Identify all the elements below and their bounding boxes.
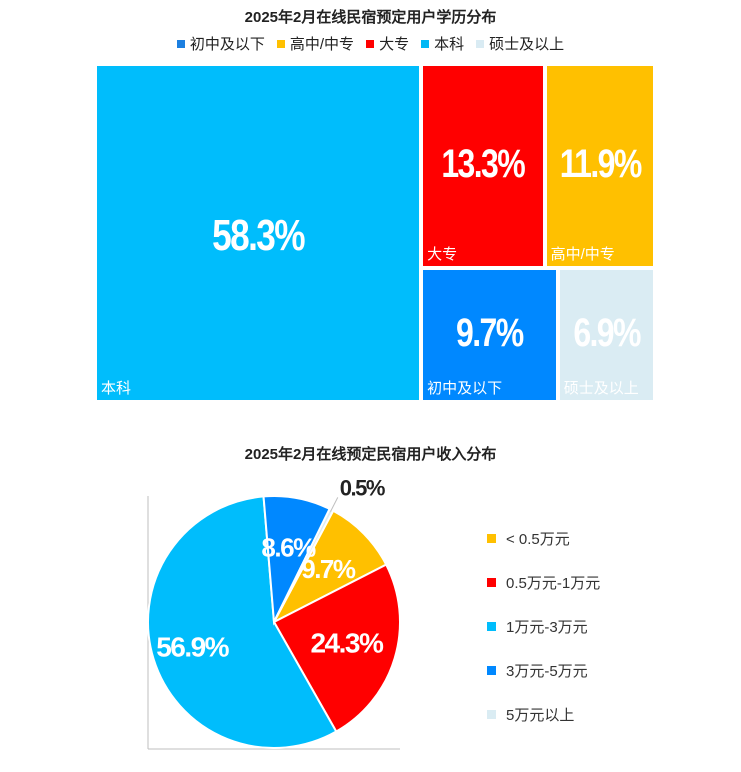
legend-item-master-above: 硕士及以上: [476, 33, 564, 54]
treemap-value-label: 6.9%: [573, 310, 641, 355]
treemap-value-label: 11.9%: [559, 141, 642, 186]
legend-swatch: [487, 533, 496, 543]
treemap-category-label: 高中/中专: [550, 245, 615, 263]
pie-legend-item: 1万元-3万元: [487, 604, 600, 648]
treemap-tile: 6.9% 硕士及以上: [557, 267, 655, 402]
legend-label: 本科: [434, 36, 465, 53]
pie-legend: < 0.5万元 0.5万元-1万元 1万元-3万元 3万元-5万元 5万元以上: [487, 516, 600, 736]
pie-value-label: 9.7%: [301, 554, 356, 584]
treemap-value-label: 9.7%: [456, 310, 524, 355]
legend-item-junior-high: 初中及以下: [176, 33, 265, 54]
treemap-category-label: 初中及以下: [427, 379, 503, 397]
pie-legend-item: 0.5万元-1万元: [487, 560, 600, 604]
pie-chart: 9.7%24.3%56.9%8.6%0.5%: [147, 475, 401, 750]
treemap-tile: 11.9% 高中/中专: [544, 64, 655, 268]
pie-legend-item: 5万元以上: [487, 692, 600, 736]
legend-swatch: [487, 621, 496, 631]
treemap-category-label: 硕士及以上: [563, 379, 639, 397]
legend-swatch: [487, 577, 496, 587]
treemap-legend: 初中及以下 高中/中专 大专 本科 硕士及以上: [0, 33, 741, 54]
treemap-value-label: 13.3%: [441, 141, 525, 186]
legend-label: 大专: [379, 36, 410, 53]
pie-legend-item: 3万元-5万元: [487, 648, 600, 692]
pie-title: 2025年2月在线预定民宿用户收入分布: [244, 446, 497, 463]
legend-label: 初中及以下: [189, 36, 265, 53]
treemap-value-label: 58.3%: [212, 210, 305, 260]
pie-value-label: 56.9%: [156, 631, 229, 662]
legend-swatch: [366, 39, 375, 48]
legend-label: 硕士及以上: [489, 36, 565, 53]
pie-slice: [272, 563, 401, 733]
pie-value-label: 0.5%: [340, 475, 385, 500]
legend-swatch: [276, 39, 285, 48]
legend-label: 5万元以上: [506, 706, 575, 724]
pie-slice: [147, 495, 338, 749]
treemap-tile: 13.3% 大专: [421, 64, 545, 268]
treemap-tile: 58.3% 本科: [95, 64, 422, 402]
pie-leader-line: [330, 497, 339, 512]
legend-item-college: 大专: [366, 33, 409, 54]
legend-label: 0.5万元-1万元: [506, 574, 601, 592]
legend-swatch: [421, 39, 430, 48]
legend-swatch: [176, 39, 185, 48]
treemap-title: 2025年2月在线民宿预定用户学历分布: [244, 9, 497, 26]
legend-item-bachelor: 本科: [421, 33, 464, 54]
legend-label: 高中/中专: [289, 36, 355, 53]
legend-swatch: [487, 709, 496, 719]
treemap-category-label: 大专: [427, 245, 458, 263]
legend-label: 3万元-5万元: [506, 662, 588, 680]
legend-swatch: [476, 39, 485, 48]
legend-swatch: [487, 665, 496, 675]
legend-item-high-school: 高中/中专: [276, 33, 355, 54]
treemap-category-label: 本科: [101, 380, 132, 397]
pie-legend-item: < 0.5万元: [487, 516, 600, 560]
legend-label: < 0.5万元: [506, 530, 570, 548]
legend-label: 1万元-3万元: [506, 618, 588, 636]
treemap-chart: 58.3% 本科 13.3% 大专 11.9% 高中/中专 9.7% 初中及以下 6.9% 硕士及…: [95, 64, 655, 402]
treemap-tile: 9.7% 初中及以下: [421, 267, 558, 402]
pie-value-label: 24.3%: [310, 628, 383, 659]
pie-slice: [271, 509, 388, 625]
